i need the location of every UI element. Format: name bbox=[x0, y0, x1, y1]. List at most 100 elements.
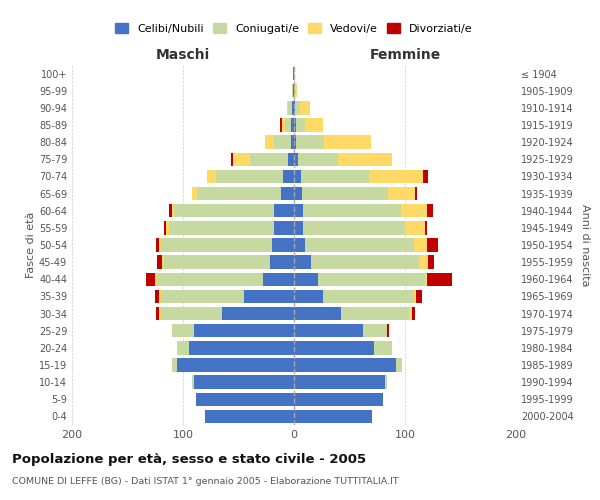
Bar bbox=[294, 118, 296, 132]
Bar bbox=[283, 170, 294, 183]
Bar bbox=[294, 67, 295, 80]
Bar bbox=[161, 290, 244, 303]
Bar bbox=[363, 324, 387, 338]
Bar bbox=[414, 238, 427, 252]
Bar bbox=[296, 118, 305, 132]
Bar bbox=[157, 238, 158, 252]
Bar bbox=[216, 170, 283, 183]
Bar bbox=[178, 358, 294, 372]
Bar bbox=[401, 204, 427, 218]
Bar bbox=[294, 221, 303, 234]
Bar bbox=[294, 290, 323, 303]
Bar bbox=[296, 136, 324, 149]
Bar bbox=[298, 152, 338, 166]
Bar bbox=[425, 272, 427, 286]
Bar bbox=[233, 152, 250, 166]
Bar bbox=[412, 307, 415, 320]
Bar bbox=[280, 118, 282, 132]
Bar bbox=[272, 238, 294, 252]
Bar bbox=[293, 84, 294, 98]
Bar bbox=[388, 187, 415, 200]
Bar bbox=[197, 187, 281, 200]
Bar bbox=[299, 101, 310, 114]
Bar bbox=[158, 290, 161, 303]
Bar bbox=[158, 307, 161, 320]
Bar bbox=[385, 376, 387, 389]
Bar bbox=[146, 272, 155, 286]
Bar bbox=[305, 118, 323, 132]
Bar bbox=[294, 187, 302, 200]
Bar bbox=[294, 324, 363, 338]
Bar bbox=[294, 170, 301, 183]
Bar bbox=[164, 256, 269, 269]
Bar bbox=[428, 256, 434, 269]
Bar bbox=[294, 256, 311, 269]
Bar bbox=[294, 341, 374, 354]
Bar bbox=[414, 290, 416, 303]
Bar bbox=[290, 136, 294, 149]
Bar bbox=[425, 221, 427, 234]
Bar bbox=[409, 307, 412, 320]
Bar bbox=[427, 238, 439, 252]
Bar bbox=[281, 187, 294, 200]
Bar bbox=[415, 187, 417, 200]
Bar bbox=[294, 392, 383, 406]
Bar bbox=[419, 256, 428, 269]
Text: Popolazione per età, sesso e stato civile - 2005: Popolazione per età, sesso e stato civil… bbox=[12, 452, 366, 466]
Bar bbox=[294, 410, 372, 423]
Bar bbox=[205, 410, 294, 423]
Bar bbox=[302, 187, 388, 200]
Bar bbox=[289, 152, 294, 166]
Bar bbox=[294, 152, 298, 166]
Bar bbox=[294, 358, 396, 372]
Bar bbox=[157, 256, 162, 269]
Bar bbox=[169, 204, 172, 218]
Text: Femmine: Femmine bbox=[370, 48, 440, 62]
Bar bbox=[274, 221, 294, 234]
Bar bbox=[311, 256, 419, 269]
Bar bbox=[427, 272, 452, 286]
Bar bbox=[274, 136, 290, 149]
Bar bbox=[244, 290, 294, 303]
Bar bbox=[293, 67, 294, 80]
Bar bbox=[194, 376, 294, 389]
Bar bbox=[157, 272, 263, 286]
Bar bbox=[338, 152, 392, 166]
Bar bbox=[174, 204, 274, 218]
Bar bbox=[341, 307, 409, 320]
Bar bbox=[194, 324, 294, 338]
Bar bbox=[370, 170, 423, 183]
Bar bbox=[290, 118, 294, 132]
Bar bbox=[289, 101, 292, 114]
Bar bbox=[192, 187, 197, 200]
Legend: Celibi/Nubili, Coniugati/e, Vedovi/e, Divorziati/e: Celibi/Nubili, Coniugati/e, Vedovi/e, Di… bbox=[112, 20, 476, 38]
Bar bbox=[157, 307, 158, 320]
Bar bbox=[196, 392, 294, 406]
Bar bbox=[164, 221, 166, 234]
Bar bbox=[208, 170, 217, 183]
Bar bbox=[222, 307, 294, 320]
Bar bbox=[303, 204, 401, 218]
Bar bbox=[387, 324, 389, 338]
Bar bbox=[292, 84, 293, 98]
Bar bbox=[294, 238, 305, 252]
Bar bbox=[274, 204, 294, 218]
Bar bbox=[285, 118, 290, 132]
Bar bbox=[396, 358, 401, 372]
Bar bbox=[374, 341, 392, 354]
Bar bbox=[172, 324, 194, 338]
Bar bbox=[231, 152, 233, 166]
Bar bbox=[188, 341, 294, 354]
Bar bbox=[172, 204, 174, 218]
Bar bbox=[158, 238, 161, 252]
Bar bbox=[427, 204, 433, 218]
Y-axis label: Fasce di età: Fasce di età bbox=[26, 212, 36, 278]
Bar bbox=[287, 101, 289, 114]
Bar bbox=[319, 272, 425, 286]
Bar bbox=[294, 101, 295, 114]
Bar bbox=[265, 136, 274, 149]
Bar bbox=[294, 272, 319, 286]
Bar bbox=[295, 84, 298, 98]
Bar bbox=[161, 238, 272, 252]
Bar bbox=[303, 221, 405, 234]
